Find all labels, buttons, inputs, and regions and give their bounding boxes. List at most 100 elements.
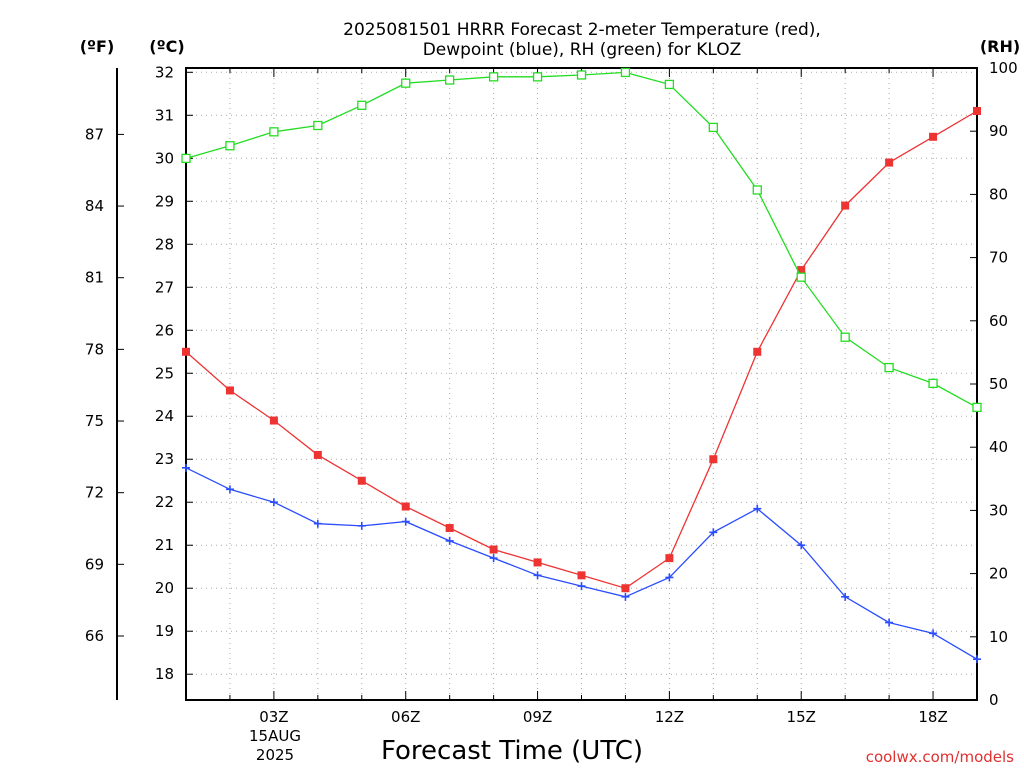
dewpoint-point — [885, 618, 894, 627]
rh-point — [752, 185, 762, 195]
temperature-point — [797, 266, 806, 275]
dewpoint-point — [357, 521, 366, 530]
dewpoint-point — [489, 554, 498, 563]
celsius-unit-label: (ºC) — [149, 37, 184, 56]
rh-point — [357, 100, 367, 110]
chart-title-line-1: 2025081501 HRRR Forecast 2-meter Tempera… — [343, 20, 821, 40]
dewpoint-point — [709, 528, 718, 537]
rh-tick-label: 30 — [989, 501, 1008, 519]
temperature-point — [885, 158, 894, 167]
time-tick-label: 03Z — [259, 708, 288, 726]
dewpoint-point — [577, 582, 586, 591]
temperature-point — [445, 524, 454, 533]
dewpoint-point — [929, 629, 938, 638]
rh-tick-label: 70 — [989, 249, 1008, 267]
chart-title-line-2: Dewpoint (blue), RH (green) for KLOZ — [423, 40, 742, 60]
rh-point — [796, 272, 806, 282]
fahrenheit-tick-label: 75 — [85, 412, 104, 430]
fahrenheit-tick-label: 66 — [85, 627, 104, 645]
rh-point — [620, 67, 631, 78]
dewpoint-point — [797, 541, 806, 550]
rh-line — [185, 71, 978, 408]
rh-point — [181, 153, 191, 164]
rh-point — [269, 127, 279, 137]
rh-unit-label: (RH) — [980, 37, 1020, 56]
rh-point — [928, 378, 938, 389]
temperature-point — [621, 584, 630, 593]
fahrenheit-unit-label: (ºF) — [80, 37, 115, 56]
dewpoint-point — [313, 519, 322, 528]
celsius-tick-label: 22 — [155, 493, 174, 511]
fahrenheit-tick-label: 87 — [85, 125, 104, 143]
temperature-point — [577, 571, 586, 580]
rh-point — [313, 120, 323, 131]
celsius-tick-label: 24 — [155, 407, 174, 425]
dewpoint-point — [665, 573, 674, 582]
temperature-point — [357, 476, 366, 485]
rh-point — [401, 78, 411, 88]
celsius-tick-label: 20 — [155, 579, 174, 597]
rh-point — [884, 362, 894, 373]
celsius-tick-label: 30 — [155, 149, 174, 167]
dewpoint-point — [445, 536, 454, 545]
celsius-tick-label: 26 — [155, 321, 174, 339]
time-tick-label: 09Z — [523, 708, 552, 726]
celsius-tick-label: 28 — [155, 235, 174, 253]
dewpoint-point — [401, 517, 410, 526]
celsius-tick-label: 29 — [155, 192, 174, 210]
rh-point — [840, 332, 850, 342]
rh-point — [972, 402, 982, 413]
temperature-point — [841, 201, 850, 210]
celsius-tick-label: 23 — [155, 450, 174, 468]
temperature-point — [225, 386, 234, 395]
date-label-year: 2025 — [256, 746, 294, 764]
temperature-point — [489, 545, 498, 554]
fahrenheit-tick-label: 78 — [85, 340, 104, 358]
temperature-point — [929, 132, 938, 141]
dewpoint-point — [269, 498, 278, 507]
dewpoint-point — [225, 485, 234, 494]
rh-tick-label: 20 — [989, 565, 1008, 583]
temperature-point — [973, 106, 981, 115]
dewpoint-point — [841, 592, 850, 601]
dewpoint-point — [973, 655, 981, 664]
series-group — [181, 67, 982, 664]
rh-point — [664, 79, 675, 90]
rh-tick-label: 60 — [989, 312, 1008, 330]
rh-tick-label: 80 — [989, 185, 1008, 203]
temperature-point — [269, 416, 278, 425]
fahrenheit-tick-label: 69 — [85, 555, 104, 573]
temperature-point — [665, 554, 674, 563]
dewpoint-point — [753, 504, 762, 513]
credit-label: coolwx.com/models — [866, 748, 1014, 766]
rh-point — [445, 75, 455, 85]
time-tick-label: 15Z — [787, 708, 816, 726]
rh-tick-label: 100 — [989, 59, 1018, 77]
axis-ticks: 18 19 20 21 22 23 24 25 26 27 28 29 30 31 32 66 69 72 75 78… — [85, 59, 1018, 726]
dewpoint-point — [621, 592, 630, 601]
time-tick-label: 12Z — [655, 708, 684, 726]
temperature-point — [709, 455, 718, 464]
dewpoint-point — [182, 463, 190, 472]
date-label-day: 15AUG — [249, 727, 301, 745]
celsius-tick-label: 25 — [155, 364, 174, 382]
celsius-tick-label: 31 — [155, 106, 174, 124]
rh-tick-label: 10 — [989, 628, 1008, 646]
fahrenheit-tick-label: 81 — [85, 269, 104, 287]
rh-tick-label: 50 — [989, 375, 1008, 393]
rh-tick-label: 90 — [989, 122, 1008, 140]
fahrenheit-tick-label: 72 — [85, 484, 104, 502]
rh-tick-label: 0 — [989, 691, 999, 709]
rh-point — [532, 72, 543, 82]
temperature-point — [313, 450, 322, 459]
dewpoint-point — [533, 571, 542, 580]
x-axis-title: Forecast Time (UTC) — [381, 736, 643, 766]
temperature-point — [182, 347, 190, 356]
celsius-tick-label: 18 — [155, 665, 174, 683]
celsius-tick-label: 21 — [155, 536, 174, 554]
rh-point — [488, 72, 499, 82]
rh-point — [708, 122, 718, 133]
celsius-tick-label: 32 — [155, 63, 174, 81]
temperature-point — [533, 558, 542, 567]
